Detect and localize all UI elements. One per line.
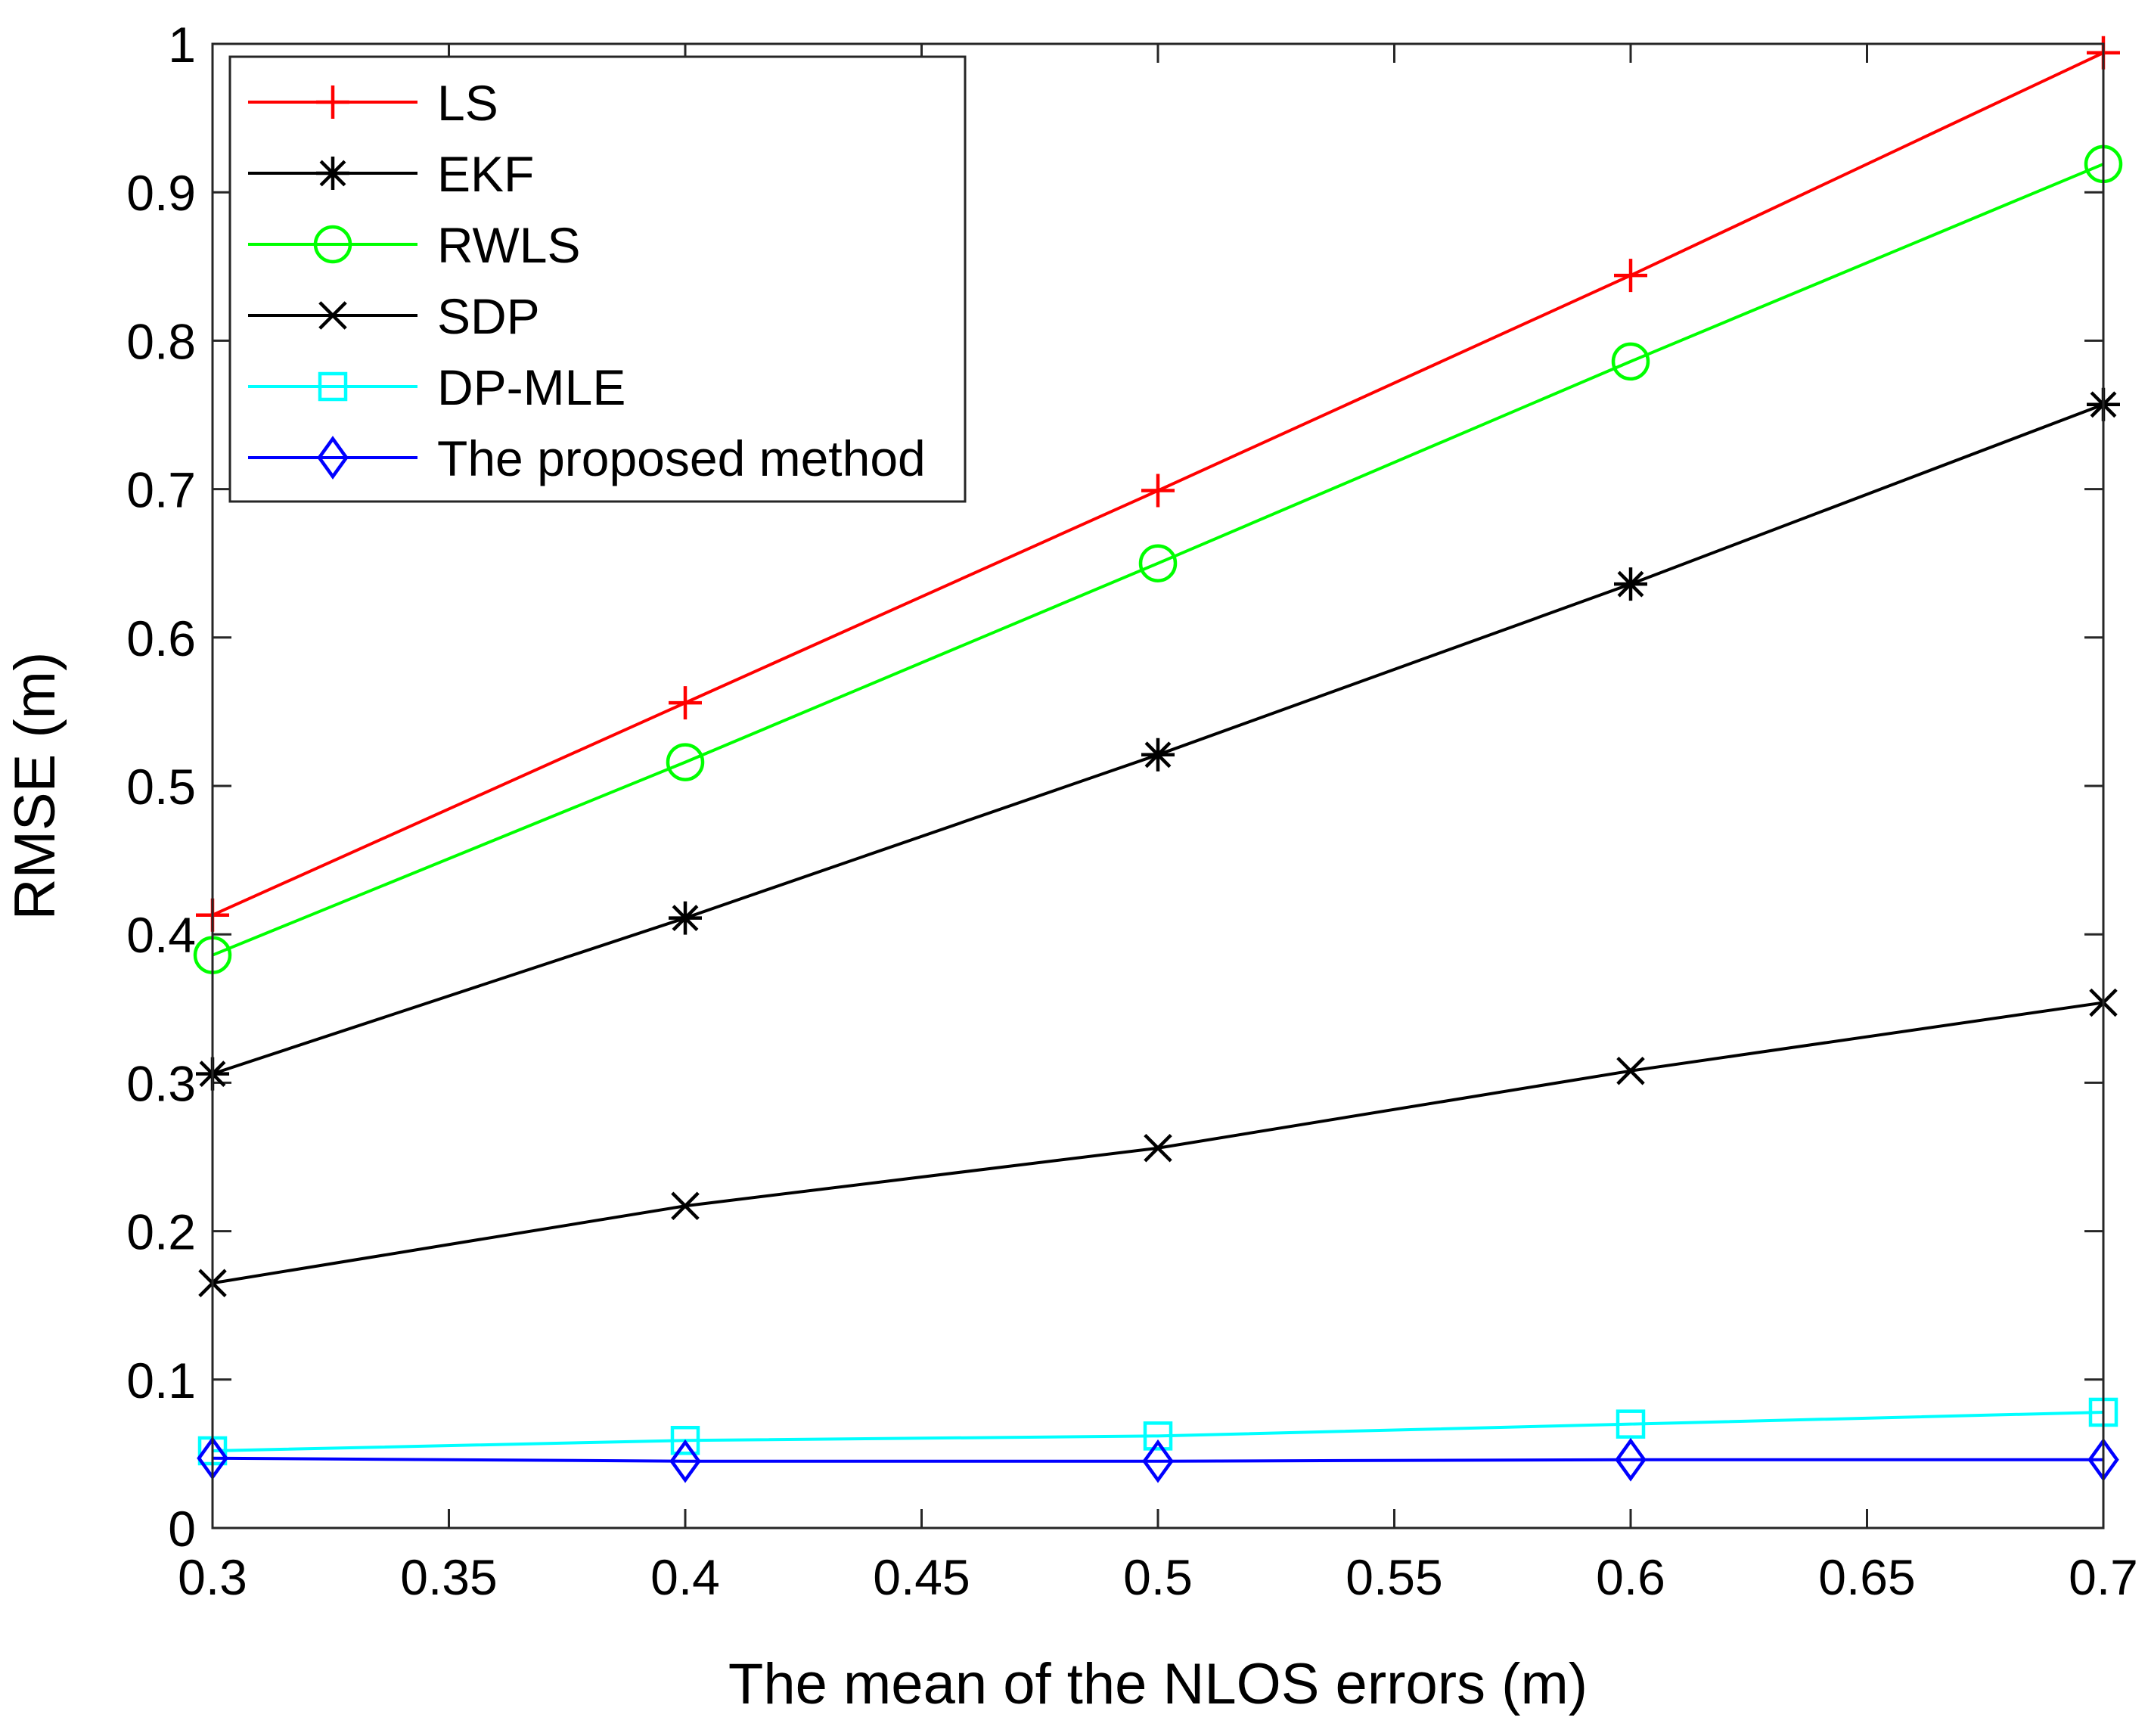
- x-tick-label: 0.3: [178, 1549, 247, 1605]
- series-line: [212, 163, 2104, 957]
- x-tick-label: 0.65: [1818, 1549, 1915, 1605]
- marker-x: [1616, 1056, 1645, 1085]
- marker-plus: [1614, 259, 1647, 293]
- legend-box: [228, 55, 967, 503]
- legend-item: DP-MLE: [248, 359, 625, 415]
- legend: LS EKF RWLS SDP DP-MLE The proposed method: [228, 55, 967, 503]
- y-tick-label: 0: [168, 1501, 196, 1557]
- legend-label: EKF: [437, 146, 534, 202]
- series-lines: [193, 36, 2123, 1483]
- marker-plus: [669, 686, 702, 720]
- series-the-proposed-method: [197, 1436, 2119, 1483]
- marker-circle: [1138, 544, 1178, 582]
- y-tick-label: 0.1: [126, 1352, 196, 1408]
- legend-label: RWLS: [437, 217, 581, 273]
- x-tick-label: 0.4: [650, 1549, 720, 1605]
- x-tick-label: 0.5: [1123, 1549, 1193, 1605]
- marker-circle: [313, 225, 352, 264]
- y-tick-label: 0.4: [126, 907, 196, 963]
- marker-square: [318, 371, 348, 402]
- marker-plus: [316, 85, 349, 119]
- legend-item: The proposed method: [248, 430, 926, 486]
- y-tick-label: 0.8: [126, 313, 196, 369]
- y-tick-label: 0.5: [126, 759, 196, 815]
- x-tick-label: 0.6: [1596, 1549, 1665, 1605]
- marker-diamond: [669, 1439, 701, 1483]
- marker-square: [1616, 1409, 1646, 1439]
- x-tick-label: 0.7: [2069, 1549, 2138, 1605]
- x-tick-label: 0.35: [400, 1549, 497, 1605]
- x-axis-title: The mean of the NLOS errors (m): [728, 1652, 1588, 1716]
- legend-item: SDP: [248, 288, 540, 344]
- legend-item: RWLS: [248, 217, 581, 273]
- marker-diamond: [317, 436, 349, 480]
- y-axis-title: RMSE (m): [3, 652, 67, 921]
- legend-label: The proposed method: [437, 430, 926, 486]
- marker-diamond: [1615, 1437, 1647, 1482]
- marker-circle: [1611, 342, 1650, 381]
- y-tick-label: 0.9: [126, 165, 196, 221]
- marker-square: [1143, 1421, 1173, 1451]
- marker-x: [1144, 1133, 1172, 1163]
- marker-x: [671, 1191, 700, 1221]
- y-tick-label: 1: [168, 17, 196, 73]
- legend-label: SDP: [437, 288, 540, 344]
- marker-square: [670, 1425, 700, 1455]
- marker-circle: [666, 743, 705, 781]
- marker-diamond: [1142, 1439, 1174, 1483]
- y-tick-label: 0.7: [126, 462, 196, 518]
- legend-item: LS: [248, 75, 498, 131]
- marker-plus: [1141, 474, 1175, 508]
- y-tick-label: 0.6: [126, 610, 196, 666]
- legend-label: DP-MLE: [437, 359, 625, 415]
- marker-asterisk: [316, 157, 349, 190]
- tick-labels: 0.3 0.35 0.4 0.45 0.5 0.55 0.6 0.65 0.7 0 0.1 0.2 0.…: [126, 17, 2138, 1605]
- x-tick-label: 0.55: [1346, 1549, 1442, 1605]
- y-tick-label: 0.3: [126, 1055, 196, 1111]
- plot-frame: [211, 42, 2105, 1529]
- marker-asterisk: [669, 901, 702, 935]
- series-line: [212, 1410, 2104, 1452]
- marker-x: [318, 301, 347, 330]
- x-tick-label: 0.45: [873, 1549, 970, 1605]
- marker-asterisk: [1614, 567, 1647, 601]
- legend-label: LS: [437, 75, 498, 131]
- marker-asterisk: [1141, 738, 1175, 772]
- legend-item: EKF: [248, 146, 534, 202]
- y-tick-label: 0.2: [126, 1204, 196, 1260]
- series-line: [212, 1456, 2103, 1463]
